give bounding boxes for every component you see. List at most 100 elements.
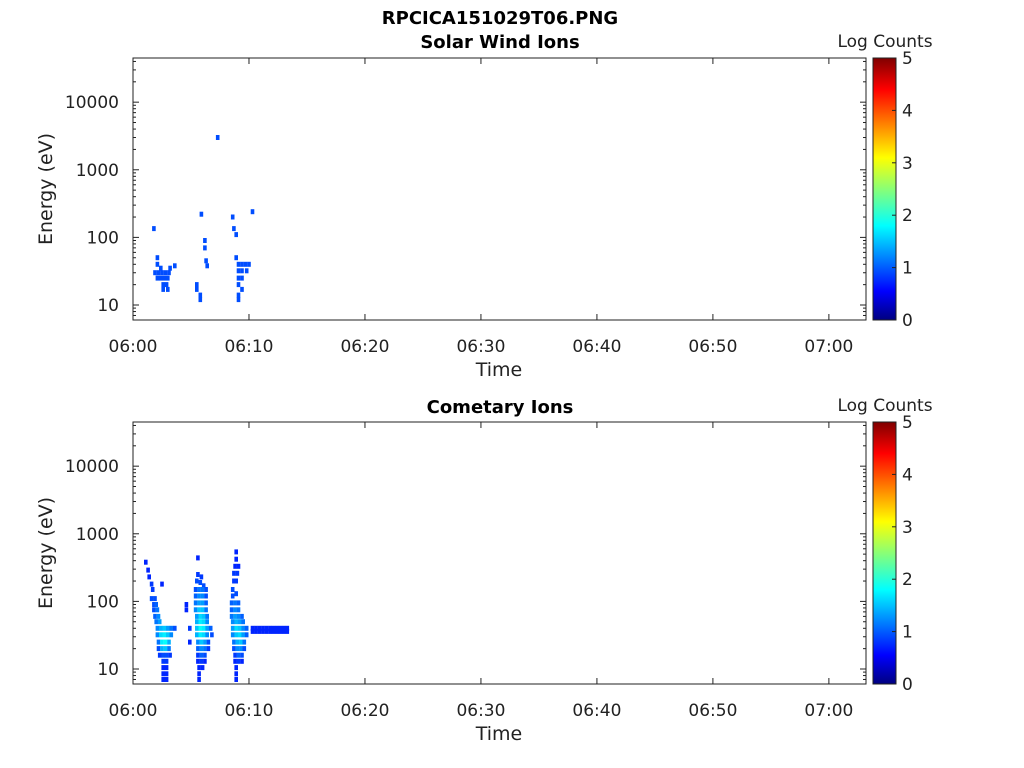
colorbar-ticks: 0 1 2 3 4 5 [892, 49, 913, 331]
colorbar-tick-label: 4 [902, 101, 913, 121]
colorbar [872, 57, 897, 321]
heatmap-cell [166, 632, 170, 638]
heatmap-cell [233, 563, 237, 569]
heatmap-cell [205, 625, 209, 631]
x-tick-label: 06:30 [456, 701, 505, 721]
heatmap-cell [203, 652, 207, 658]
heatmap-cell [156, 613, 161, 619]
heatmap-cell [195, 632, 199, 638]
heatmap-cell [196, 572, 200, 577]
heatmap-cell [155, 255, 160, 261]
heatmap-cell [198, 297, 203, 303]
heatmap-cell [203, 658, 207, 664]
heatmap-cell [166, 286, 170, 292]
colorbar-label: Log Counts [837, 32, 932, 52]
heatmap-cell [240, 261, 244, 267]
x-tick-label: 06:30 [456, 337, 505, 357]
heatmap-cell [164, 282, 169, 288]
x-tick-label: 06:40 [572, 337, 621, 357]
heatmap-cell [152, 602, 156, 607]
heatmap-cell [240, 658, 244, 664]
heatmap-cell [232, 578, 236, 584]
heatmap-cell [154, 619, 158, 625]
heatmap-cell [234, 255, 238, 261]
heatmap-cell [161, 677, 165, 682]
heatmap-cell [254, 625, 258, 631]
heatmap-cell [163, 639, 168, 645]
heatmap-cell [168, 265, 172, 271]
heatmap-cell [200, 587, 205, 592]
y-axis-label: Energy (eV) [35, 497, 57, 609]
heatmap-cell [240, 275, 244, 281]
heatmap-cell [233, 607, 237, 613]
y-tick-label: 1000 [76, 525, 119, 545]
heatmap-cell [161, 652, 165, 658]
heatmap-cell [208, 625, 213, 631]
heatmap-cell [160, 270, 164, 276]
heatmap-cell [155, 261, 160, 267]
heatmap-cell [200, 607, 205, 613]
heatmap-cell [200, 593, 205, 599]
heatmap-cell [230, 619, 235, 625]
heatmap-cell [239, 646, 243, 652]
heatmap-cell [196, 658, 200, 664]
heatmap-cell [257, 628, 262, 634]
heatmap-cell [155, 625, 160, 631]
heatmap-cell [241, 632, 245, 638]
colorbar-tick-label: 1 [902, 259, 913, 279]
heatmap-cell [146, 567, 150, 573]
heatmap-cell [237, 625, 242, 631]
heatmap-cell [242, 639, 247, 645]
heatmap-cell [232, 646, 236, 652]
heatmap-cell [167, 639, 171, 645]
plot-area [132, 57, 867, 321]
heatmap-cell [198, 632, 203, 638]
heatmap-cell [200, 600, 205, 606]
heatmap-cell [184, 607, 189, 613]
heatmap-cell [195, 625, 199, 631]
heatmap-cell [285, 625, 290, 631]
heatmap-cell [264, 625, 269, 631]
heatmap-cell [243, 261, 248, 267]
heatmap-cell [215, 135, 220, 140]
y-axis-label: Energy (eV) [35, 133, 57, 245]
heatmap-cell [204, 593, 208, 599]
heatmap-cell [195, 613, 199, 619]
heatmap-cell [197, 677, 201, 682]
heatmap-cell [200, 665, 205, 671]
colorbar-tick-label: 2 [902, 570, 913, 590]
heatmap-cell [236, 563, 241, 569]
heatmap-cell [193, 593, 198, 599]
heatmap-cell [206, 639, 211, 645]
heatmap-cell [198, 619, 203, 625]
colorbar-tick-label: 5 [902, 413, 913, 433]
heatmap-cell [234, 677, 238, 682]
heatmap-cell [271, 628, 276, 634]
heatmap-cell [150, 587, 155, 592]
heatmap-cell [247, 261, 251, 267]
heatmap-cells [144, 549, 290, 682]
heatmap-cell [164, 671, 169, 677]
panel-solar-wind-ions: Solar Wind Ions 06:00 06:10 06:20 06:30 06:4… [35, 32, 933, 381]
heatmap-cell [201, 613, 206, 619]
heatmap-cell [282, 628, 286, 634]
heatmap-cell [235, 570, 240, 576]
heatmap-cell [201, 625, 206, 631]
heatmap-cell [196, 555, 200, 561]
y-tick-label: 10 [97, 296, 119, 316]
heatmap-cell [161, 658, 165, 664]
heatmap-cell [236, 652, 241, 658]
heatmap-cell [153, 596, 157, 602]
heatmap-cell [201, 583, 206, 589]
heatmap-cell [173, 263, 177, 269]
heatmap-cell [159, 265, 163, 271]
heatmap-cell [196, 646, 200, 652]
heatmap-cell [241, 625, 245, 631]
heatmap-cell [244, 632, 249, 638]
heatmap-cell [203, 245, 207, 251]
heatmap-cell [205, 632, 209, 638]
heatmap-cell [205, 613, 209, 619]
heatmap-cell [264, 628, 269, 634]
heatmap-cell [250, 628, 255, 634]
heatmap-cell [234, 632, 238, 638]
